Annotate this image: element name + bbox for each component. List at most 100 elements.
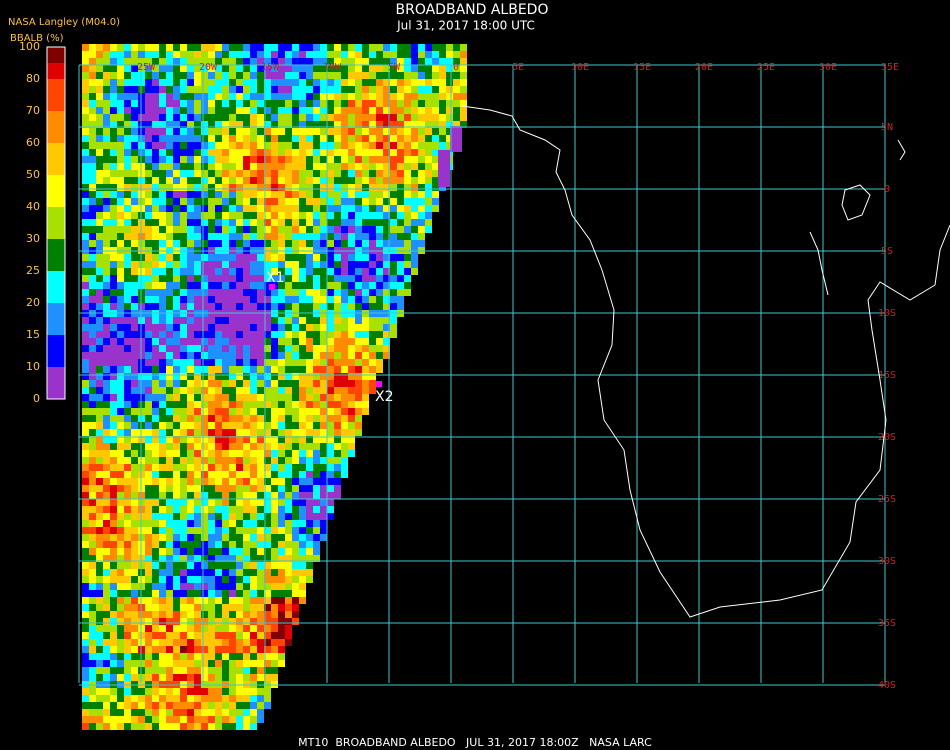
image-pixel xyxy=(334,380,341,387)
image-pixel xyxy=(257,695,264,702)
image-pixel xyxy=(166,205,173,212)
image-pixel xyxy=(187,415,194,422)
image-pixel xyxy=(355,65,362,72)
image-pixel xyxy=(376,338,383,345)
image-pixel xyxy=(215,646,222,653)
image-pixel xyxy=(236,429,243,436)
image-pixel xyxy=(460,79,467,86)
image-pixel xyxy=(222,275,229,282)
image-pixel xyxy=(299,394,306,401)
image-pixel xyxy=(180,65,187,72)
image-pixel xyxy=(320,142,327,149)
image-pixel xyxy=(404,226,411,233)
image-pixel xyxy=(131,303,138,310)
image-pixel xyxy=(327,212,334,219)
image-pixel xyxy=(404,135,411,142)
image-pixel xyxy=(194,520,201,527)
image-pixel xyxy=(131,205,138,212)
image-pixel xyxy=(306,121,313,128)
image-pixel xyxy=(103,674,110,681)
latitude-label: 5S xyxy=(881,246,893,257)
image-pixel xyxy=(243,317,250,324)
image-pixel xyxy=(348,443,355,450)
image-pixel xyxy=(362,338,369,345)
image-pixel xyxy=(348,135,355,142)
image-pixel xyxy=(257,408,264,415)
image-pixel xyxy=(271,429,278,436)
image-pixel xyxy=(383,72,390,79)
image-pixel xyxy=(215,478,222,485)
image-pixel xyxy=(229,520,236,527)
image-pixel xyxy=(278,387,285,394)
image-pixel xyxy=(411,114,418,121)
image-pixel xyxy=(390,100,397,107)
image-pixel xyxy=(285,51,292,58)
image-pixel xyxy=(89,219,96,226)
image-pixel xyxy=(236,674,243,681)
image-pixel xyxy=(257,520,264,527)
image-pixel xyxy=(159,695,166,702)
image-pixel xyxy=(285,72,292,79)
image-pixel xyxy=(285,219,292,226)
image-pixel xyxy=(257,345,264,352)
image-pixel xyxy=(215,352,222,359)
image-pixel xyxy=(313,44,320,51)
image-pixel xyxy=(264,415,271,422)
image-pixel xyxy=(201,646,208,653)
image-pixel xyxy=(180,324,187,331)
image-pixel xyxy=(278,58,285,65)
image-pixel xyxy=(124,541,131,548)
image-pixel xyxy=(362,289,369,296)
image-pixel xyxy=(334,296,341,303)
image-pixel xyxy=(243,443,250,450)
image-pixel xyxy=(236,359,243,366)
image-pixel xyxy=(103,233,110,240)
image-pixel xyxy=(110,548,117,555)
image-pixel xyxy=(103,219,110,226)
image-pixel xyxy=(131,100,138,107)
image-pixel xyxy=(201,380,208,387)
image-pixel xyxy=(173,275,180,282)
image-pixel xyxy=(278,597,285,604)
image-pixel xyxy=(243,86,250,93)
image-pixel xyxy=(292,576,299,583)
image-pixel xyxy=(446,44,453,51)
image-pixel xyxy=(89,401,96,408)
image-pixel xyxy=(369,275,376,282)
image-pixel xyxy=(124,401,131,408)
image-pixel xyxy=(173,464,180,471)
image-pixel xyxy=(82,422,89,429)
image-pixel xyxy=(306,177,313,184)
image-pixel xyxy=(243,597,250,604)
image-pixel xyxy=(124,716,131,723)
image-pixel xyxy=(89,478,96,485)
image-pixel xyxy=(124,415,131,422)
image-pixel xyxy=(180,471,187,478)
image-pixel xyxy=(257,240,264,247)
image-pixel xyxy=(110,429,117,436)
image-pixel xyxy=(320,492,327,499)
image-pixel xyxy=(229,324,236,331)
image-pixel xyxy=(222,513,229,520)
image-pixel xyxy=(390,324,397,331)
image-pixel xyxy=(229,443,236,450)
image-pixel xyxy=(257,653,264,660)
image-pixel xyxy=(117,226,124,233)
image-pixel xyxy=(215,443,222,450)
image-pixel xyxy=(320,534,327,541)
image-pixel xyxy=(236,254,243,261)
image-pixel xyxy=(404,114,411,121)
image-pixel xyxy=(243,478,250,485)
image-pixel xyxy=(229,695,236,702)
image-pixel xyxy=(159,177,166,184)
image-pixel xyxy=(117,191,124,198)
image-pixel xyxy=(117,611,124,618)
image-pixel xyxy=(222,723,229,730)
image-pixel xyxy=(404,233,411,240)
image-pixel xyxy=(397,261,404,268)
image-pixel xyxy=(376,135,383,142)
image-pixel xyxy=(208,303,215,310)
image-pixel xyxy=(243,520,250,527)
image-pixel xyxy=(117,65,124,72)
